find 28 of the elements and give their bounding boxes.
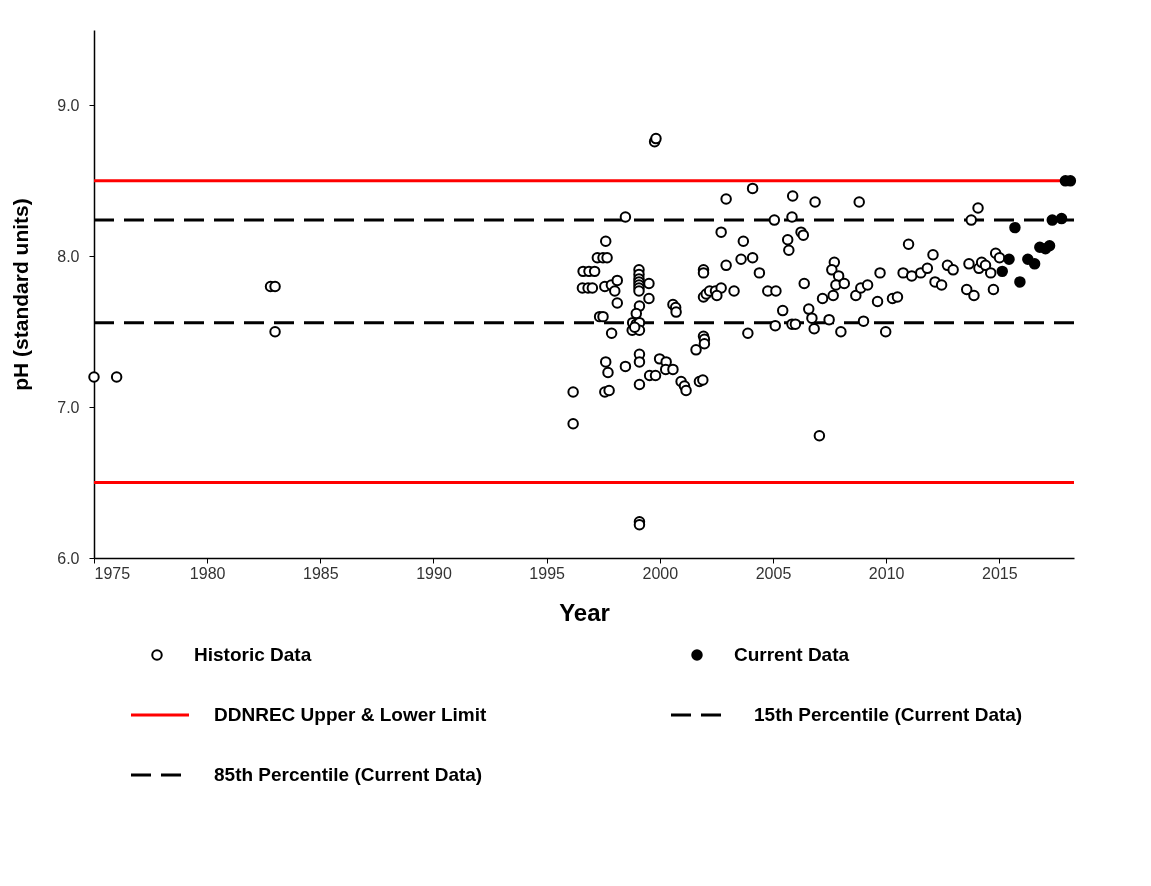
x-tick-label: 2015: [982, 564, 1018, 582]
x-tick-label: 2005: [755, 564, 792, 582]
x-tick-label: 2010: [868, 564, 905, 582]
x-axis-title: Year: [559, 598, 610, 626]
point: [1009, 221, 1021, 234]
legend-label: Historic Data: [194, 644, 312, 665]
point: [1046, 214, 1059, 226]
legend-label: 15th Percentile (Current Data): [754, 704, 1023, 725]
y-tick-label: 9.0: [57, 96, 80, 114]
y-tick-label: 7.0: [57, 398, 80, 416]
legend-label: Current Data: [734, 644, 850, 665]
x-tick-label: 1975: [94, 564, 131, 582]
y-tick-label: 8.0: [57, 247, 80, 265]
x-tick-label: 1990: [416, 564, 452, 582]
point: [1014, 276, 1026, 288]
x-tick-label: 1980: [189, 564, 226, 582]
legend-label: DDNREC Upper & Lower Limit: [214, 704, 488, 725]
point: [1043, 239, 1056, 252]
x-tick-label: 1985: [303, 564, 339, 582]
y-tick-label: 6.0: [57, 549, 80, 567]
point: [1003, 253, 1015, 266]
x-tick-label: 1995: [529, 564, 566, 582]
point: [1055, 212, 1068, 225]
point: [1028, 258, 1041, 270]
legend-label: 85th Percentile (Current Data): [214, 764, 483, 785]
point: [996, 265, 1008, 278]
x-tick-label: 2000: [642, 564, 679, 582]
y-axis-title: pH (standard units): [9, 198, 33, 391]
